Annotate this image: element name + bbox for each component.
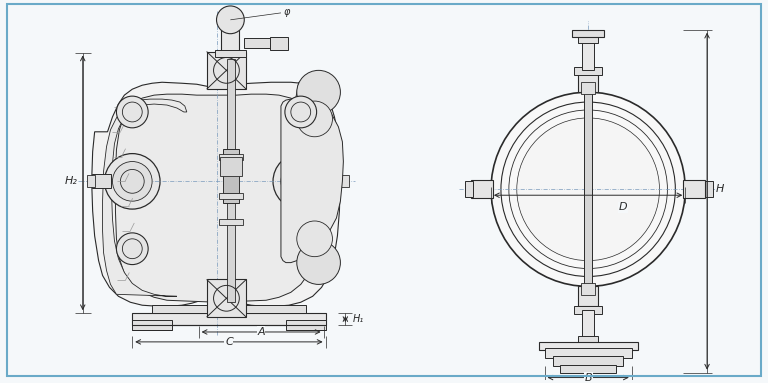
Bar — [684, 180, 705, 198]
Bar — [582, 41, 594, 70]
Bar — [578, 72, 598, 92]
Bar — [91, 174, 111, 188]
Bar — [581, 283, 595, 295]
Circle shape — [121, 169, 144, 193]
Bar — [207, 280, 247, 317]
Bar — [578, 286, 598, 306]
Bar — [220, 219, 243, 225]
Bar — [465, 181, 473, 197]
Polygon shape — [91, 82, 340, 306]
Bar — [132, 313, 326, 325]
Circle shape — [273, 154, 329, 209]
Bar — [322, 174, 342, 188]
Circle shape — [296, 70, 340, 114]
Text: A: A — [257, 327, 265, 337]
Bar — [87, 175, 94, 187]
Circle shape — [296, 221, 333, 257]
Bar — [578, 35, 598, 43]
Circle shape — [296, 241, 340, 285]
Circle shape — [217, 6, 244, 34]
Circle shape — [296, 101, 333, 137]
Bar — [214, 49, 247, 57]
Bar — [705, 181, 713, 197]
Text: D: D — [618, 202, 627, 212]
Polygon shape — [115, 94, 318, 302]
Bar — [270, 37, 288, 49]
Bar — [227, 59, 235, 302]
Bar — [223, 149, 240, 203]
Bar — [581, 82, 595, 94]
Bar — [286, 320, 326, 330]
Bar — [132, 320, 172, 330]
Bar — [244, 38, 274, 47]
Bar — [582, 310, 594, 338]
Bar — [220, 154, 243, 160]
Bar — [472, 180, 493, 198]
Bar — [342, 175, 349, 187]
Text: H₂: H₂ — [65, 176, 78, 187]
Bar — [220, 193, 243, 199]
Circle shape — [117, 96, 148, 128]
Circle shape — [281, 162, 320, 201]
Bar — [538, 342, 637, 350]
Bar — [223, 159, 240, 193]
Bar — [561, 365, 616, 373]
Circle shape — [289, 169, 313, 193]
Text: φ: φ — [284, 7, 290, 17]
Bar — [545, 348, 632, 358]
Circle shape — [112, 162, 152, 201]
Polygon shape — [281, 82, 343, 263]
Text: C: C — [225, 337, 233, 347]
Text: H: H — [716, 184, 724, 194]
Bar — [221, 17, 240, 52]
Bar — [574, 67, 602, 75]
Bar — [152, 305, 306, 313]
Bar — [572, 30, 604, 37]
Bar — [207, 52, 247, 89]
Text: B: B — [584, 373, 592, 383]
Bar — [220, 157, 242, 177]
Circle shape — [117, 233, 148, 265]
Bar — [574, 306, 602, 314]
Circle shape — [517, 118, 660, 260]
Bar — [584, 41, 592, 338]
Circle shape — [491, 92, 685, 286]
Bar — [578, 336, 598, 344]
Bar — [554, 356, 623, 366]
Polygon shape — [103, 99, 187, 296]
Text: H₁: H₁ — [353, 314, 364, 324]
Circle shape — [104, 154, 160, 209]
Circle shape — [285, 96, 316, 128]
